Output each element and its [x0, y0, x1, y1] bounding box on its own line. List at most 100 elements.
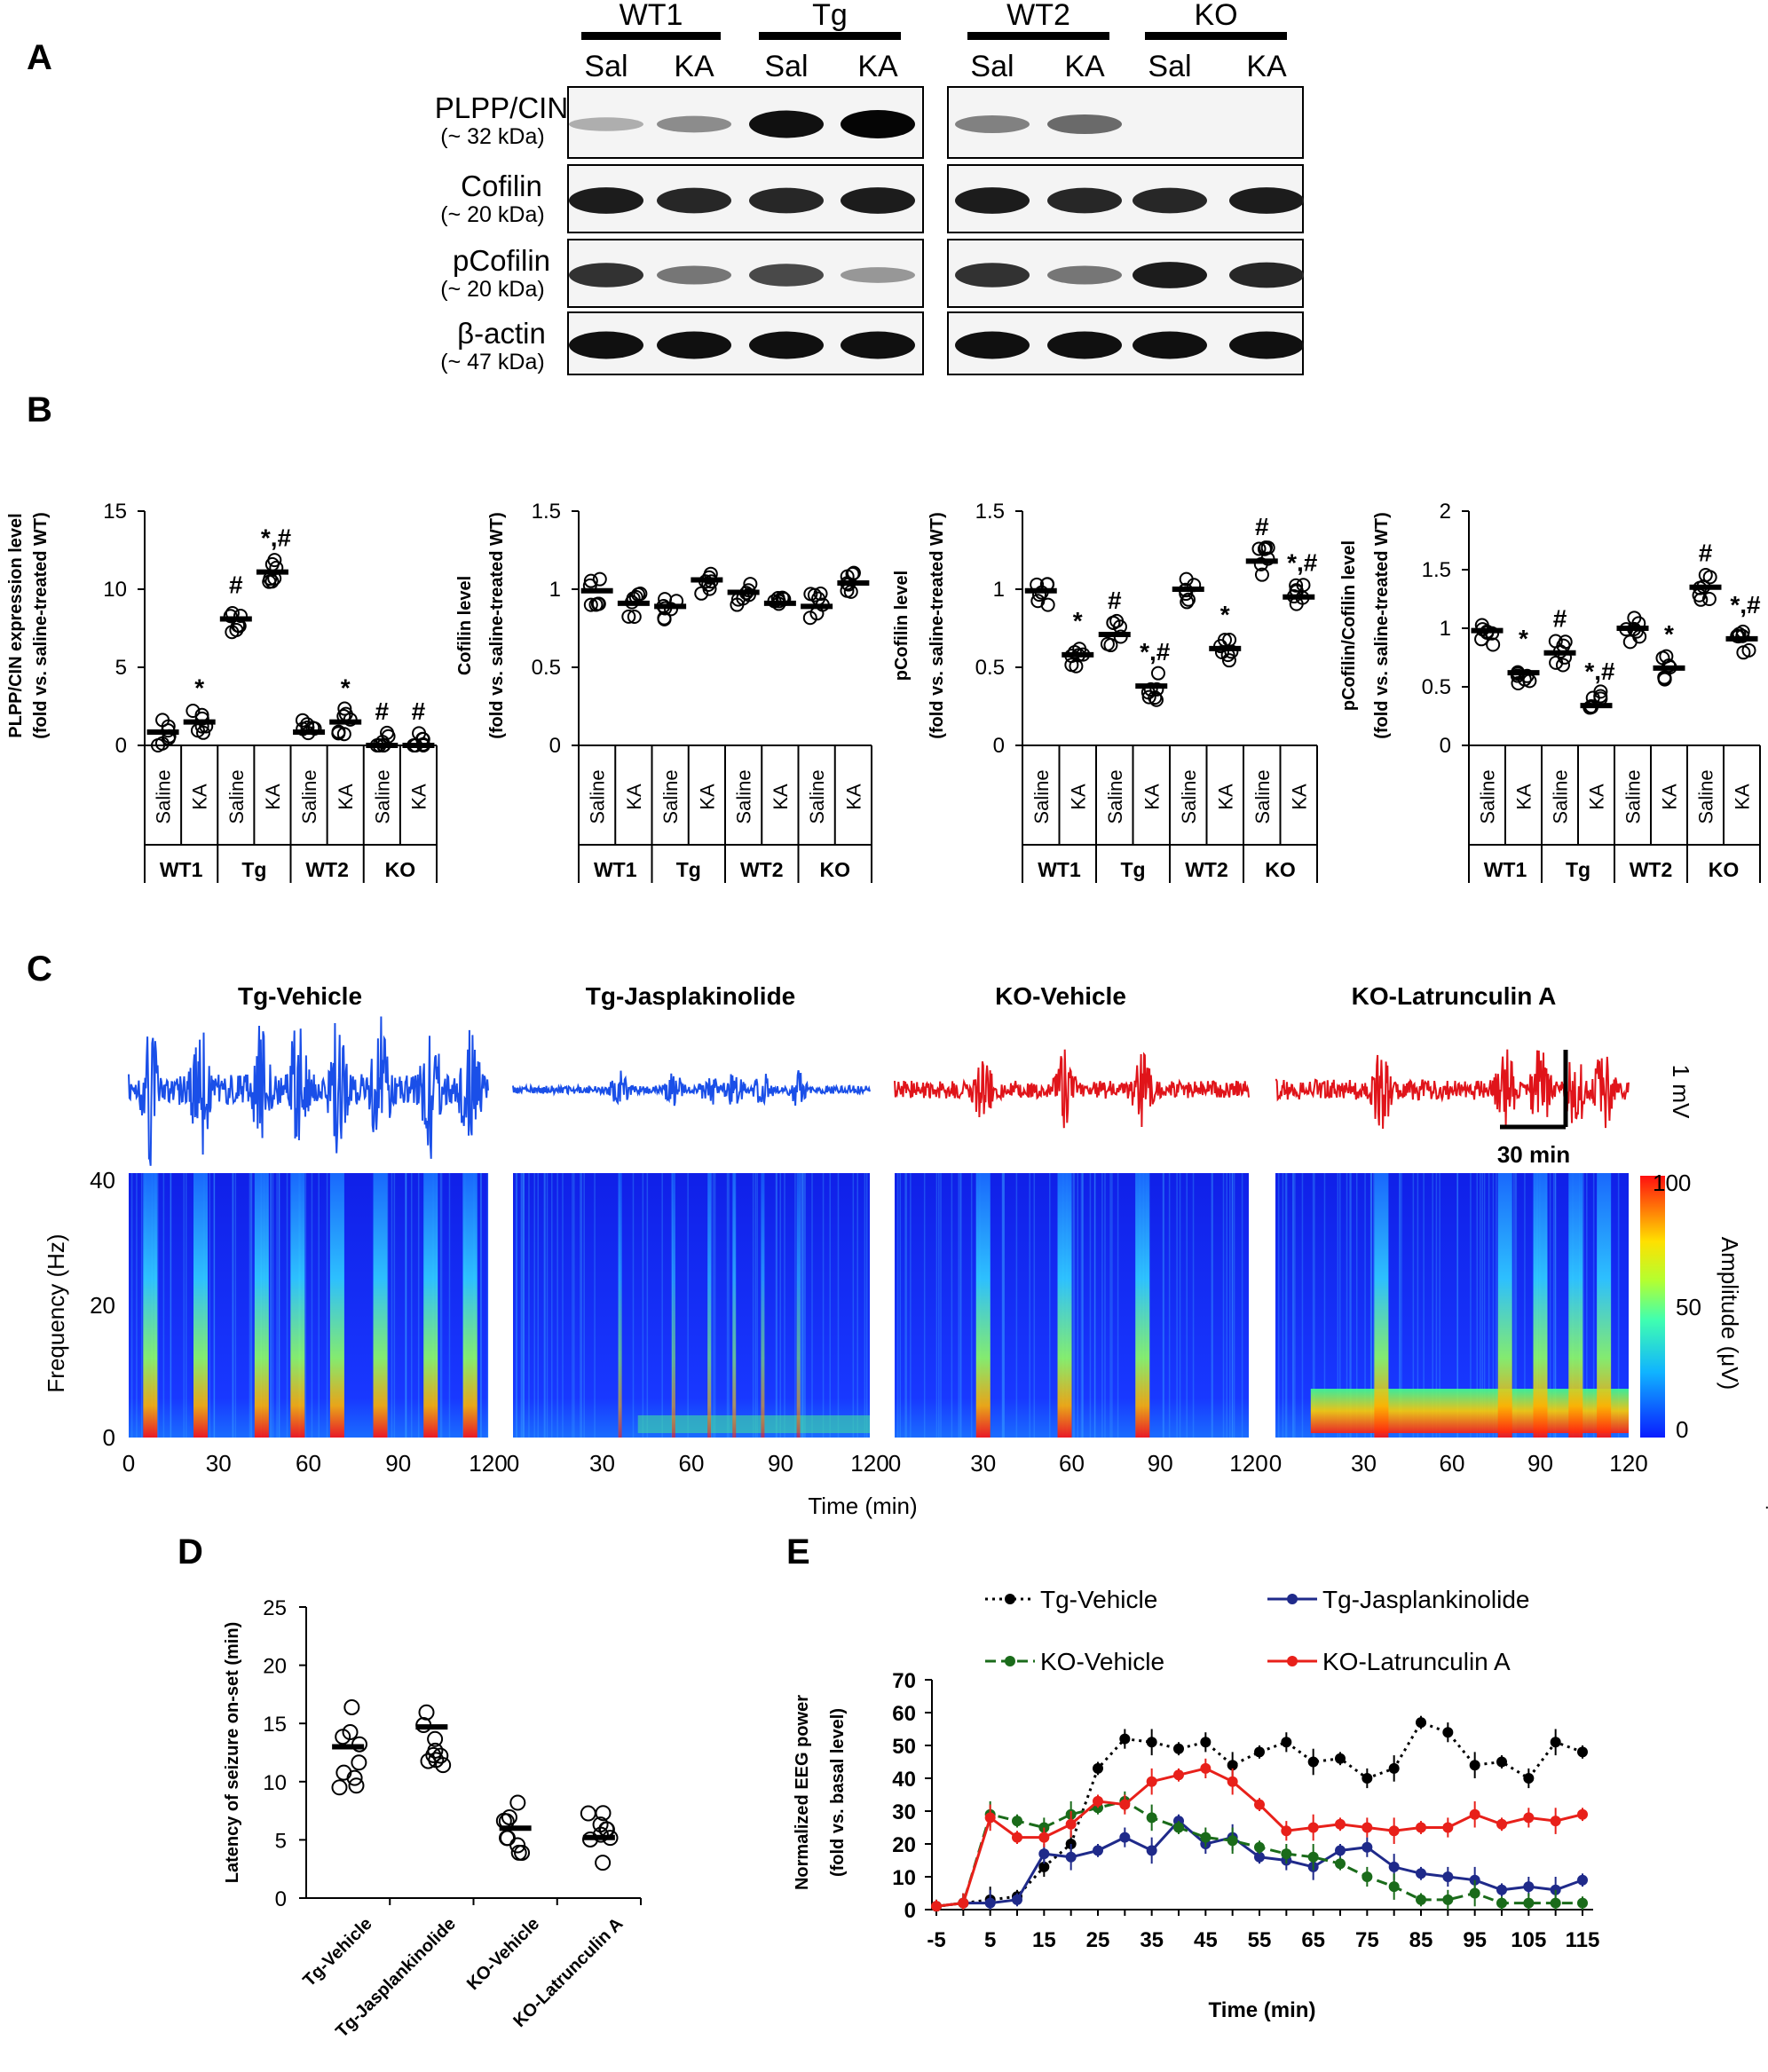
- chart-b1: 0 5 10 15 PLPP/CIN expression level (fold vs.…: [6, 500, 438, 883]
- data-point: [702, 581, 717, 596]
- eeg-title-tg-jasplakinolide: Tg-Jasplakinolide: [586, 982, 796, 1010]
- significance-marker: *: [1220, 601, 1230, 628]
- spectrogram-x-tick: 60: [1440, 1450, 1465, 1477]
- spectrogram-streak: [1355, 1173, 1358, 1438]
- data-point: [1109, 613, 1125, 628]
- spectrogram-1: 0 30 60 90 120: [507, 1173, 889, 1477]
- spectrogram-burst: [1533, 1173, 1548, 1438]
- spectrogram-burst: [671, 1173, 675, 1438]
- x-tick-label: 5: [984, 1928, 996, 1952]
- spectrogram-streak: [276, 1173, 278, 1438]
- data-point: [1577, 1808, 1588, 1820]
- data-point: [1469, 1760, 1480, 1771]
- legend-swatch-marker: [1287, 1594, 1298, 1604]
- data-point: [1200, 1737, 1212, 1748]
- spectrogram-streak: [904, 1173, 906, 1438]
- data-point: [1362, 1871, 1373, 1882]
- y-tick-label: 10: [892, 1866, 916, 1890]
- data-point: [418, 1704, 435, 1721]
- significance-marker: #: [1699, 540, 1713, 567]
- data-point: [1577, 1874, 1588, 1886]
- panel-label-a: A: [27, 38, 52, 77]
- eeg-trace-3: [1275, 1049, 1630, 1130]
- group-label-wt2: WT2: [1006, 0, 1070, 32]
- spectrogram-streak: [523, 1173, 525, 1438]
- legend-label: Tg-Vehicle: [1040, 1586, 1157, 1613]
- data-point: [803, 587, 818, 602]
- data-point: [1469, 1808, 1480, 1820]
- series-line: [935, 1767, 1583, 1908]
- blot-band: [1047, 265, 1122, 285]
- spectrogram-streak: [1109, 1173, 1111, 1438]
- y-axis-label-unit: (fold vs. saline-treated WT): [1372, 512, 1392, 739]
- spectrogram-streak: [318, 1173, 320, 1438]
- spectrogram-burst: [423, 1173, 438, 1438]
- scale-bar-voltage-label: 1 mV: [1668, 1065, 1694, 1119]
- spectrogram-streak: [661, 1173, 663, 1438]
- y-tick-label: 1: [1440, 617, 1451, 641]
- category-label: KA: [1141, 784, 1163, 810]
- data-point: [1335, 1818, 1346, 1830]
- spectrogram-streak: [1423, 1173, 1425, 1438]
- spectrogram-streak: [480, 1173, 482, 1438]
- spectrogram-burst: [373, 1173, 388, 1438]
- x-axis-label: Time (min): [1209, 1998, 1316, 2022]
- spectrogram-streak: [646, 1173, 649, 1438]
- spectrogram-x-tick: 30: [1351, 1450, 1377, 1477]
- data-point: [1550, 1737, 1561, 1748]
- spectrogram-streak: [1301, 1173, 1304, 1438]
- spectrogram-streak: [1212, 1173, 1213, 1438]
- group-label: Tg: [241, 858, 266, 881]
- data-point: [514, 1844, 531, 1861]
- spectrogram-streak: [1456, 1173, 1458, 1438]
- spectrogram-streak: [960, 1173, 962, 1438]
- group-label: WT2: [1185, 858, 1228, 881]
- data-point: [1227, 1760, 1238, 1771]
- data-point: [1307, 1822, 1319, 1833]
- spectrogram-streak: [1370, 1173, 1372, 1438]
- category-label: KA: [1732, 784, 1754, 810]
- data-point: [223, 609, 238, 624]
- spectrogram-x-tick: 90: [1527, 1450, 1553, 1477]
- data-point: [1416, 1894, 1426, 1905]
- x-tick-label: 95: [1463, 1928, 1487, 1952]
- data-point: [1012, 1894, 1022, 1905]
- spectrogram-streak: [910, 1173, 912, 1438]
- y-axis-label: PLPP/CIN expression level: [6, 513, 26, 737]
- data-point: [1550, 1897, 1561, 1909]
- spectrogram-streak: [232, 1173, 233, 1438]
- significance-marker: *: [194, 674, 204, 701]
- data-point: [1416, 1822, 1426, 1833]
- spectrogram-streak: [1015, 1173, 1018, 1438]
- spectrogram-burst: [1057, 1173, 1072, 1438]
- category-label: Saline: [733, 769, 755, 823]
- data-point: [627, 610, 642, 625]
- colorbar-tick-max: 100: [1653, 1170, 1691, 1196]
- data-point: [1511, 675, 1526, 690]
- spectrogram-x-tick: 30: [206, 1450, 232, 1477]
- spectrogram-streak: [250, 1173, 252, 1438]
- spectrogram-burst: [761, 1173, 765, 1438]
- spectrogram-streak: [440, 1173, 443, 1438]
- x-tick-label: 65: [1301, 1928, 1325, 1952]
- x-tick-label: 85: [1409, 1928, 1433, 1952]
- blot-band: [1047, 331, 1122, 359]
- spectrogram-streak: [1292, 1173, 1295, 1438]
- data-point: [1173, 1822, 1184, 1833]
- blot-band: [955, 187, 1030, 214]
- spectrogram-x-tick: 30: [589, 1450, 615, 1477]
- spectrogram-streak: [480, 1173, 482, 1438]
- data-point: [590, 596, 605, 611]
- data-point: [1038, 1861, 1050, 1872]
- spectrogram-streak: [794, 1173, 796, 1438]
- spectrogram-streak: [896, 1173, 899, 1438]
- spectrogram-streak: [520, 1173, 522, 1438]
- data-point: [657, 611, 672, 626]
- spectrogram-streak: [522, 1173, 525, 1438]
- y-axis-label-unit: (fold vs. saline-treated WT): [487, 512, 507, 739]
- significance-marker: *,#: [261, 524, 292, 552]
- spectrogram-streak: [938, 1173, 940, 1438]
- spectrogram-streak: [551, 1173, 553, 1438]
- spectrogram-streak: [311, 1173, 313, 1438]
- spectrogram-streak: [1192, 1173, 1195, 1438]
